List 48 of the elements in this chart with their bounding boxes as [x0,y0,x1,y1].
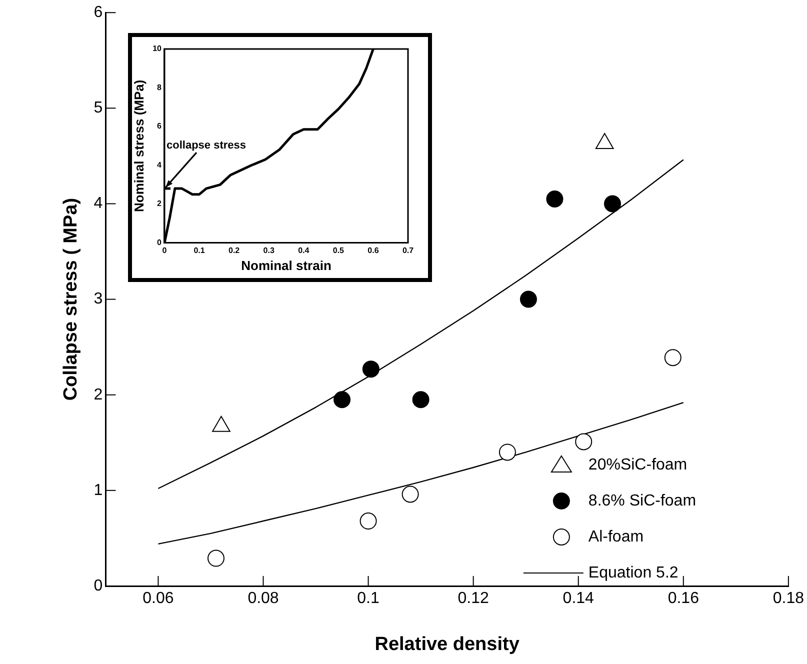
y-tick-label: 2 [94,386,103,404]
x-axis-title: Relative density [374,634,520,655]
x-tick-label: 0.3 [263,246,275,255]
y-tick-label: 4 [94,195,103,212]
point [402,486,419,503]
x-tick-label: 0.14 [562,590,594,608]
point [664,349,682,366]
legend-label: Al-foam [588,528,644,546]
x-tick-label: 0.12 [458,590,489,608]
point [207,550,224,567]
point [546,190,564,208]
x-tick-label: 0.5 [332,246,345,255]
x-tick-label: 0.1 [357,590,380,608]
y-tick-label: 6 [94,4,103,22]
x-tick-label: 0.16 [668,590,700,608]
point [362,360,380,378]
y-tick-label: 4 [157,160,162,170]
y-tick-label: 0 [94,577,103,594]
x-axis-title: Nominal strain [241,258,332,273]
x-tick-label: 0.7 [402,246,414,255]
x-tick-label: 0.08 [248,590,279,608]
legend-label: Equation 5.2 [588,564,678,582]
y-axis-title: Nominal stress (MPa) [131,80,146,212]
point [520,290,537,308]
y-tick-label: 6 [157,122,162,131]
y-tick-label: 5 [94,100,103,117]
x-tick-label: 0.6 [368,246,380,255]
y-tick-label: 8 [157,82,162,92]
y-tick-label: 2 [157,199,162,208]
x-tick-label: 0.4 [298,246,310,255]
y-tick-label: 1 [94,482,103,499]
y-tick-label: 10 [152,44,162,54]
y-tick-label: 0 [157,238,162,248]
y-tick-label: 3 [94,290,103,308]
x-tick-label: 0.2 [228,246,240,255]
point [575,433,592,450]
point [604,195,621,212]
point [334,391,351,408]
legend-label: 8.6% SiC-foam [588,492,696,510]
point [360,512,377,530]
x-tick-label: 0.18 [772,590,804,608]
legend-label: 20%SiC-foam [588,456,688,474]
annotation: collapse stress [166,140,246,152]
point [498,444,516,461]
x-tick-label: 0.1 [194,246,206,255]
y-axis-title: Collapse stress ( MPa) [60,198,82,401]
x-tick-label: 0.06 [142,590,174,608]
point [412,391,430,408]
